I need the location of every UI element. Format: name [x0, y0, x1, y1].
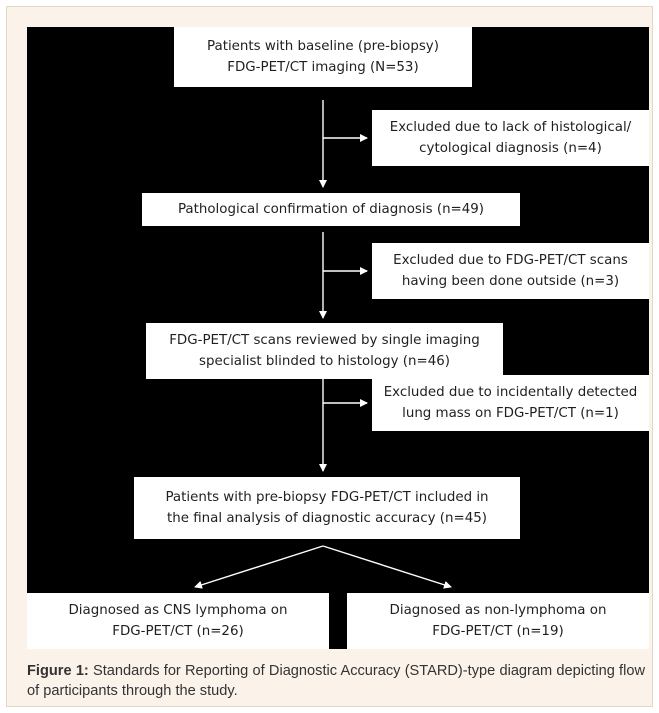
- box-baseline: Patients with baseline (pre-biopsy) FDG-…: [174, 27, 472, 87]
- box-included: Patients with pre-biopsy FDG-PET/CT incl…: [134, 477, 520, 539]
- box-reviewed: FDG-PET/CT scans reviewed by single imag…: [146, 323, 503, 379]
- arrow-to-cns-lymphoma: [194, 545, 324, 589]
- figure-caption: Figure 1: Standards for Reporting of Dia…: [27, 661, 645, 701]
- box-cns-lymphoma: Diagnosed as CNS lymphoma on FDG-PET/CT …: [27, 593, 329, 649]
- arrow-to-non-lymphoma: [322, 545, 452, 589]
- box-confirmation: Pathological confirmation of diagnosis (…: [142, 193, 520, 226]
- stard-flow-diagram: Patients with baseline (pre-biopsy) FDG-…: [27, 27, 649, 649]
- box-excluded-lung: Excluded due to incidentally detected lu…: [372, 375, 649, 431]
- box-excluded-histology: Excluded due to lack of histological/ cy…: [372, 110, 649, 166]
- box-excluded-outside: Excluded due to FDG-PET/CT scans having …: [372, 243, 649, 299]
- caption-label: Figure 1:: [27, 663, 89, 679]
- box-non-lymphoma: Diagnosed as non-lymphoma on FDG-PET/CT …: [347, 593, 649, 649]
- caption-text: Standards for Reporting of Diagnostic Ac…: [27, 663, 645, 699]
- figure-frame: Patients with baseline (pre-biopsy) FDG-…: [6, 6, 653, 707]
